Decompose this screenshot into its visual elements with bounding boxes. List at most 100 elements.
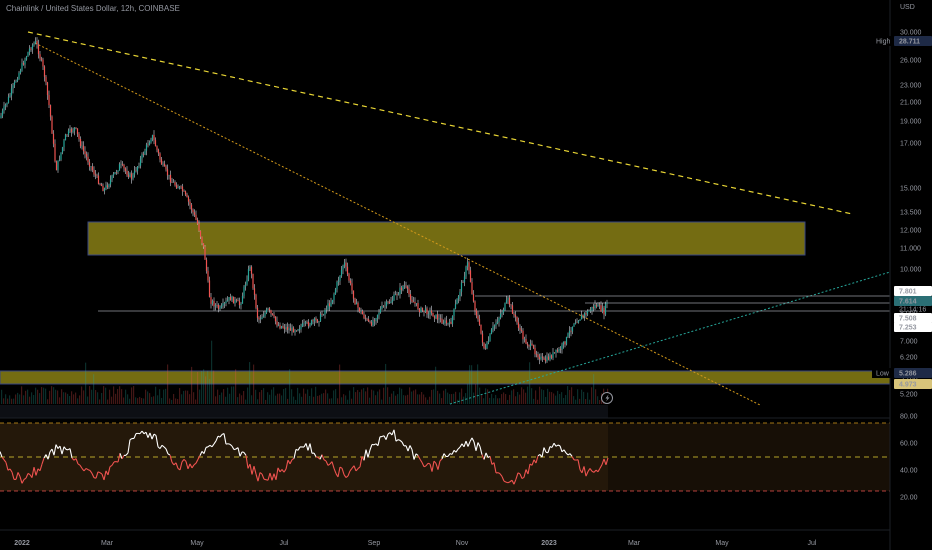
volume-bar bbox=[409, 387, 411, 404]
volume-bar bbox=[589, 399, 591, 404]
candle-body bbox=[192, 209, 194, 213]
high-tag-bg bbox=[894, 36, 932, 46]
y-tick-label: 5.200 bbox=[900, 392, 918, 399]
volume-bar bbox=[477, 364, 479, 404]
candle-body bbox=[168, 174, 170, 176]
rsi-segment bbox=[183, 458, 187, 462]
rsi-segment bbox=[189, 463, 193, 469]
ascending-trendline[interactable] bbox=[449, 271, 891, 405]
long-trendline[interactable] bbox=[27, 31, 853, 215]
candle-body bbox=[1, 110, 4, 116]
rsi-segment bbox=[275, 467, 279, 480]
currency-label: USD bbox=[900, 4, 915, 11]
rsi-segment bbox=[339, 466, 343, 469]
rsi-segment bbox=[3, 459, 7, 463]
rsi-segment bbox=[505, 481, 509, 484]
volume-bar bbox=[279, 393, 281, 404]
lightning-icon[interactable] bbox=[601, 392, 613, 404]
candle-body bbox=[160, 159, 163, 165]
candle-body bbox=[214, 304, 217, 307]
rsi-segment bbox=[409, 445, 413, 450]
volume-bar bbox=[15, 394, 17, 404]
rsi-segment bbox=[343, 474, 347, 478]
volume-bar bbox=[101, 392, 103, 404]
volume-bar bbox=[453, 393, 455, 404]
rsi-segment bbox=[341, 468, 345, 475]
rsi-segment bbox=[89, 470, 93, 474]
volume-bar bbox=[543, 390, 545, 404]
volume-bar bbox=[489, 397, 491, 404]
volume-bar bbox=[597, 396, 599, 404]
candle-body bbox=[576, 322, 578, 324]
volume-bar bbox=[335, 389, 337, 404]
candle-body bbox=[273, 314, 275, 317]
candle-body bbox=[225, 301, 227, 304]
candle-body bbox=[72, 130, 74, 133]
candle-body bbox=[597, 304, 599, 307]
rsi-segment bbox=[153, 433, 157, 436]
rsi-segment bbox=[471, 437, 475, 443]
rsi-segment bbox=[467, 441, 471, 447]
candle-body bbox=[462, 282, 464, 283]
rsi-segment bbox=[289, 459, 293, 465]
volume-bar bbox=[497, 398, 499, 404]
candle-body bbox=[27, 52, 29, 57]
volume-bar bbox=[461, 388, 463, 404]
rsi-segment bbox=[473, 441, 477, 451]
candle-body bbox=[337, 280, 340, 283]
candle-body bbox=[64, 134, 67, 141]
volume-bar bbox=[127, 394, 129, 404]
y-tick-label: 7.000 bbox=[900, 339, 918, 346]
volume-bar bbox=[549, 391, 551, 404]
price-axis[interactable]: USD 30.000 26.000 23.000 21.000 19.000 17.000 1… bbox=[900, 4, 922, 399]
volume-bar bbox=[381, 399, 383, 404]
volume-bar bbox=[311, 388, 313, 404]
candle-body bbox=[330, 302, 332, 307]
volume-bar bbox=[159, 389, 161, 404]
volume-bar bbox=[533, 398, 535, 404]
candle-body bbox=[601, 307, 604, 312]
rsi-segment bbox=[205, 446, 209, 448]
candle-body bbox=[219, 307, 221, 310]
volume-bar bbox=[207, 370, 209, 404]
candle-body bbox=[195, 214, 197, 220]
candle-body bbox=[460, 282, 463, 292]
rsi-segment bbox=[25, 473, 29, 479]
candle-body bbox=[538, 357, 541, 360]
rsi-segment bbox=[543, 447, 547, 453]
volume-strip bbox=[0, 405, 608, 418]
rsi-segment bbox=[479, 446, 483, 455]
volume-bar bbox=[463, 396, 465, 404]
volume-bar bbox=[491, 393, 493, 404]
volume-bar bbox=[103, 386, 105, 404]
rsi-segment bbox=[327, 463, 331, 466]
volume-bar bbox=[465, 393, 467, 404]
candle-body bbox=[444, 320, 446, 324]
volume-bar bbox=[401, 388, 403, 404]
volume-bar bbox=[255, 389, 257, 404]
descending-trendline[interactable] bbox=[34, 42, 761, 406]
volume-bar bbox=[215, 396, 217, 404]
candle-body bbox=[117, 170, 119, 173]
volume-bar bbox=[117, 389, 119, 404]
volume-bar bbox=[445, 388, 447, 404]
time-axis[interactable]: 2022 Mar May Jul Sep Nov 2023 Mar May Jul bbox=[14, 540, 817, 547]
rsi-segment bbox=[355, 468, 359, 472]
volume-bar bbox=[135, 397, 137, 404]
volume-bar bbox=[99, 399, 101, 404]
rsi-segment bbox=[587, 468, 591, 472]
support-zone[interactable] bbox=[0, 370, 891, 385]
rsi-segment bbox=[91, 473, 95, 478]
volume-bar bbox=[293, 396, 295, 404]
candle-body bbox=[262, 316, 265, 318]
candle-body bbox=[573, 323, 575, 327]
rsi-segment bbox=[217, 435, 221, 438]
volume-bar bbox=[521, 387, 523, 404]
volume-bar bbox=[75, 392, 77, 404]
resistance-zone[interactable] bbox=[87, 221, 806, 256]
candle-body bbox=[397, 294, 400, 296]
candle-body bbox=[285, 326, 287, 330]
candle-body bbox=[606, 302, 608, 304]
volume-bar bbox=[105, 387, 107, 404]
